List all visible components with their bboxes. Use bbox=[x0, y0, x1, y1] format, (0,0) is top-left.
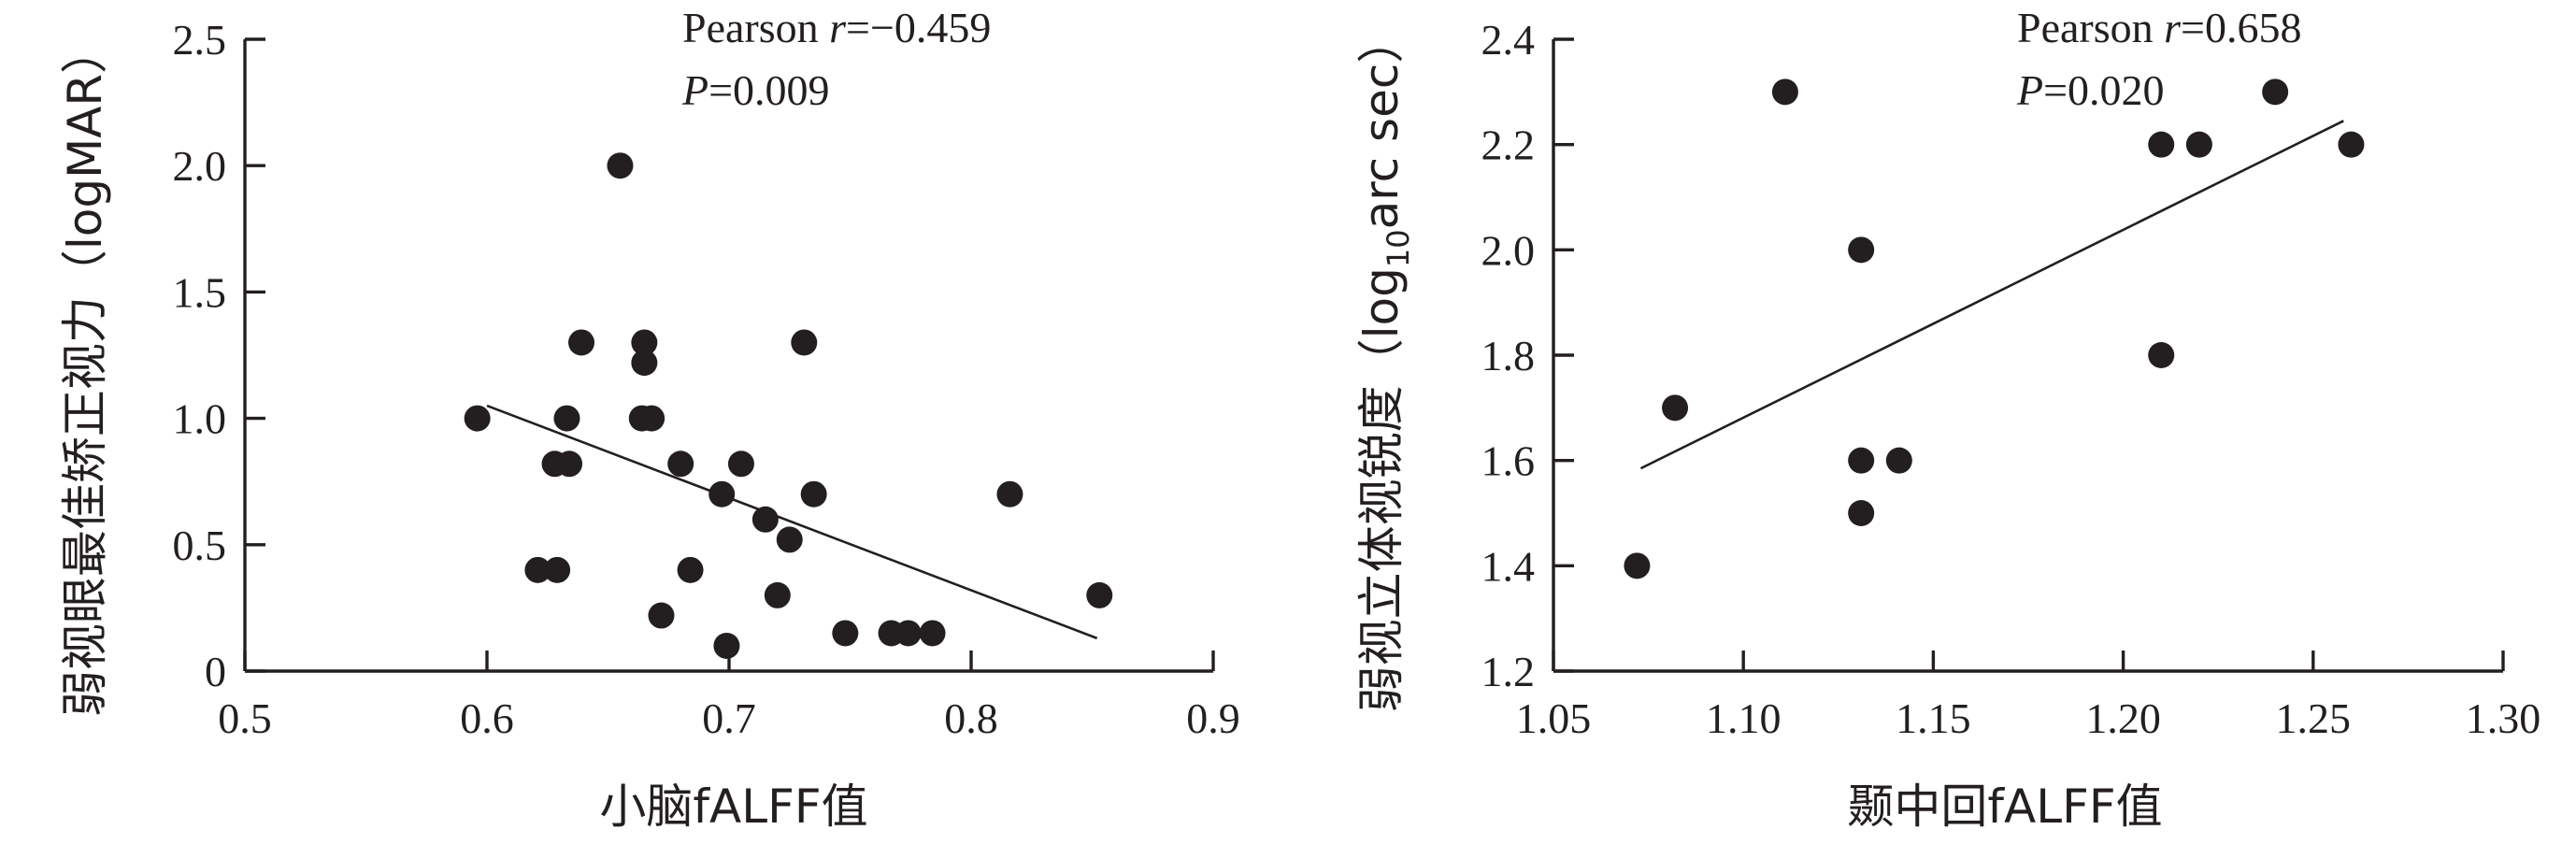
right-data-point bbox=[1848, 447, 1875, 474]
left-x-tick-label: 0.9 bbox=[1186, 694, 1240, 742]
right-data-point bbox=[1885, 447, 1912, 474]
left-data-point bbox=[677, 556, 704, 583]
left-data-point bbox=[667, 451, 694, 478]
left-data-point bbox=[894, 620, 922, 647]
right-x-tick-label: 1.15 bbox=[1896, 694, 1971, 742]
left-data-point bbox=[631, 350, 658, 377]
left-data-point bbox=[648, 602, 675, 629]
right-y-tick-label: 1.4 bbox=[1481, 542, 1536, 590]
left-data-point bbox=[727, 451, 754, 478]
right-x-tick-label: 1.25 bbox=[2276, 694, 2352, 742]
left-data-point bbox=[776, 526, 803, 553]
left-data-point bbox=[568, 329, 595, 356]
left-data-point bbox=[524, 556, 551, 583]
right-regression-line bbox=[1639, 120, 2344, 470]
right-data-point bbox=[2338, 131, 2365, 158]
right-annotation-r: Pearson r=0.658 bbox=[2017, 4, 2302, 51]
right-data-point bbox=[1848, 236, 1875, 264]
left-data-point bbox=[791, 329, 818, 356]
right-data-point bbox=[1771, 79, 1798, 106]
left-annotation-p: P=0.009 bbox=[681, 66, 830, 114]
left-data-point bbox=[751, 506, 779, 533]
right-y-tick-label: 2.2 bbox=[1481, 122, 1536, 169]
right-scatter-panel: 1.05 1.10 1.15 1.20 1.25 1.30 1.2 1.4 1.6 1.8 2.0 2… bbox=[1354, 4, 2540, 834]
left-y-tick-label: 1.0 bbox=[173, 395, 227, 443]
right-y-axis-label: 弱视立体视锐度（log10arc sec） bbox=[1354, 17, 1416, 713]
left-data-point bbox=[764, 581, 791, 608]
right-data-point bbox=[2148, 131, 2175, 158]
left-y-tick-label: 2.0 bbox=[173, 142, 227, 190]
right-data-point bbox=[1848, 500, 1875, 526]
left-data-point bbox=[832, 620, 859, 647]
right-x-tick-label: 1.20 bbox=[2085, 694, 2161, 742]
right-y-tick-label: 2.4 bbox=[1481, 16, 1536, 64]
left-y-tick-label: 2.5 bbox=[173, 16, 227, 64]
left-x-tick-label: 0.7 bbox=[702, 694, 756, 742]
left-x-tick-label: 0.6 bbox=[460, 694, 514, 742]
right-y-tick-label: 2.0 bbox=[1481, 226, 1536, 274]
right-y-tick-label: 1.2 bbox=[1481, 648, 1536, 695]
right-x-tick-label: 1.30 bbox=[2466, 694, 2541, 742]
right-data-point bbox=[1662, 394, 1689, 422]
left-y-tick-label: 1.5 bbox=[173, 268, 227, 316]
left-data-point bbox=[1086, 581, 1113, 608]
left-data-point bbox=[713, 632, 740, 659]
right-y-tick-label: 1.8 bbox=[1481, 332, 1536, 379]
left-y-tick-label: 0 bbox=[205, 648, 226, 695]
left-annotation-r: Pearson r=−0.459 bbox=[682, 4, 991, 51]
left-x-tick-label: 0.8 bbox=[944, 694, 998, 742]
left-x-axis-label: 小脑fALFF值 bbox=[599, 780, 867, 834]
left-regression-line bbox=[486, 404, 1098, 640]
right-panel-marks: 1.05 1.10 1.15 1.20 1.25 1.30 1.2 1.4 1.6 1.8 2.0 2… bbox=[1481, 16, 2541, 742]
left-data-point bbox=[708, 480, 736, 508]
left-data-point bbox=[631, 329, 658, 356]
left-data-point bbox=[553, 405, 580, 432]
right-data-point bbox=[2148, 342, 2175, 368]
left-data-point bbox=[556, 451, 583, 478]
left-data-point bbox=[919, 620, 946, 647]
right-y-tick-label: 1.6 bbox=[1481, 437, 1536, 485]
left-data-point bbox=[607, 152, 634, 179]
right-data-point bbox=[2262, 79, 2289, 106]
right-x-tick-label: 1.10 bbox=[1706, 694, 1782, 742]
right-x-tick-label: 1.05 bbox=[1516, 694, 1592, 742]
left-data-point bbox=[638, 405, 665, 432]
left-data-point bbox=[544, 556, 571, 583]
left-scatter-panel: 0.5 0.6 0.7 0.8 0.900.51.01.52.02.5 Pearson … bbox=[58, 4, 1240, 834]
left-data-point bbox=[464, 405, 491, 432]
right-data-point bbox=[1624, 552, 1651, 579]
left-x-tick-label: 0.5 bbox=[218, 694, 272, 742]
right-annotation-p: P=0.020 bbox=[2016, 66, 2165, 114]
left-panel-marks: 0.5 0.6 0.7 0.8 0.900.51.01.52.02.5 bbox=[173, 16, 1240, 742]
left-y-axis-label: 弱视眼最佳矫正视力（logMAR） bbox=[58, 27, 112, 717]
right-data-point bbox=[2185, 131, 2212, 158]
left-data-point bbox=[996, 480, 1023, 508]
right-x-axis-label: 颞中回fALFF值 bbox=[1847, 780, 2162, 834]
left-data-point bbox=[800, 480, 827, 508]
left-y-tick-label: 0.5 bbox=[173, 522, 227, 569]
